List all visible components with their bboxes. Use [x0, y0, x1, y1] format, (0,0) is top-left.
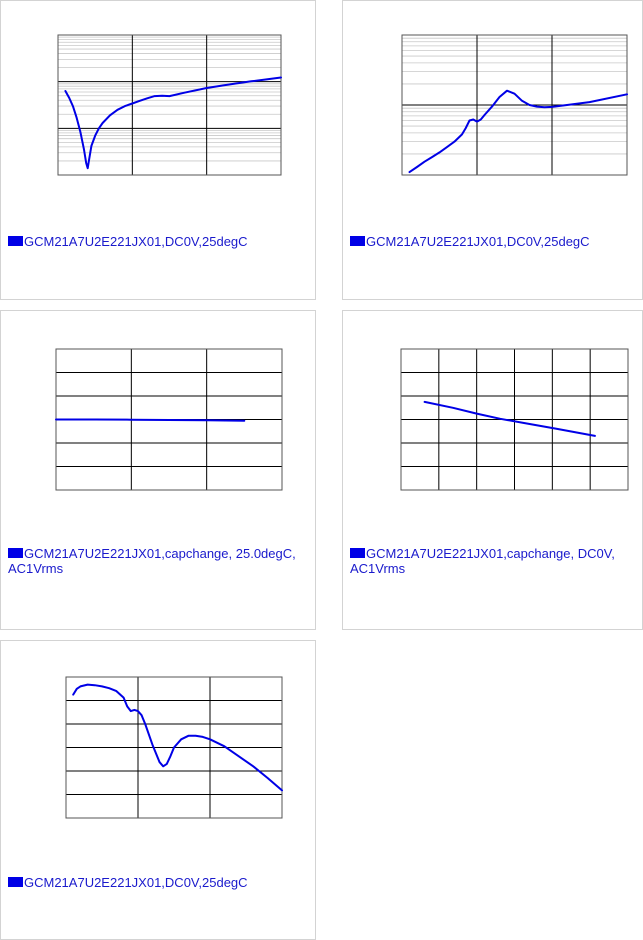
plot-frame — [65, 676, 283, 819]
legend-text: GCM21A7U2E221JX01,capchange, DC0V, AC1Vr… — [350, 546, 615, 576]
legend-swatch — [350, 548, 365, 558]
chart-panel-dcbias: GCM21A7U2E221JX01,capchange, 25.0degC, A… — [0, 310, 316, 630]
legend-text: GCM21A7U2E221JX01,capchange, 25.0degC, A… — [8, 546, 296, 576]
chart-temperature — [400, 348, 629, 491]
chart-resistance — [401, 34, 628, 176]
legend-swatch — [8, 236, 23, 246]
chart-dcbias — [55, 348, 283, 491]
chart-panel-impedance: GCM21A7U2E221JX01,DC0V,25degC — [0, 0, 316, 300]
legend-text: GCM21A7U2E221JX01,DC0V,25degC — [366, 234, 590, 249]
legend-resistance: GCM21A7U2E221JX01,DC0V,25degC — [350, 234, 640, 249]
series-line — [408, 89, 628, 174]
series-line — [72, 683, 283, 792]
legend-swatch — [8, 877, 23, 887]
chart-s21 — [65, 676, 283, 819]
plot-frame — [401, 34, 628, 176]
legend-text: GCM21A7U2E221JX01,DC0V,25degC — [24, 234, 248, 249]
legend-text: GCM21A7U2E221JX01,DC0V,25degC — [24, 875, 248, 890]
legend-s21: GCM21A7U2E221JX01,DC0V,25degC — [8, 875, 308, 890]
legend-temperature: GCM21A7U2E221JX01,capchange, DC0V, AC1Vr… — [350, 546, 640, 576]
plot-frame — [57, 34, 282, 176]
series-line — [64, 76, 282, 170]
series-line — [423, 400, 596, 437]
chart-panel-resistance: GCM21A7U2E221JX01,DC0V,25degC — [342, 0, 643, 300]
series-line — [55, 418, 246, 422]
chart-panel-s21: GCM21A7U2E221JX01,DC0V,25degC — [0, 640, 316, 940]
chart-impedance — [57, 34, 282, 176]
plot-frame — [400, 348, 629, 491]
legend-swatch — [350, 236, 365, 246]
chart-panel-temperature: GCM21A7U2E221JX01,capchange, DC0V, AC1Vr… — [342, 310, 643, 630]
legend-swatch — [8, 548, 23, 558]
legend-impedance: GCM21A7U2E221JX01,DC0V,25degC — [8, 234, 308, 249]
legend-dcbias: GCM21A7U2E221JX01,capchange, 25.0degC, A… — [8, 546, 308, 576]
